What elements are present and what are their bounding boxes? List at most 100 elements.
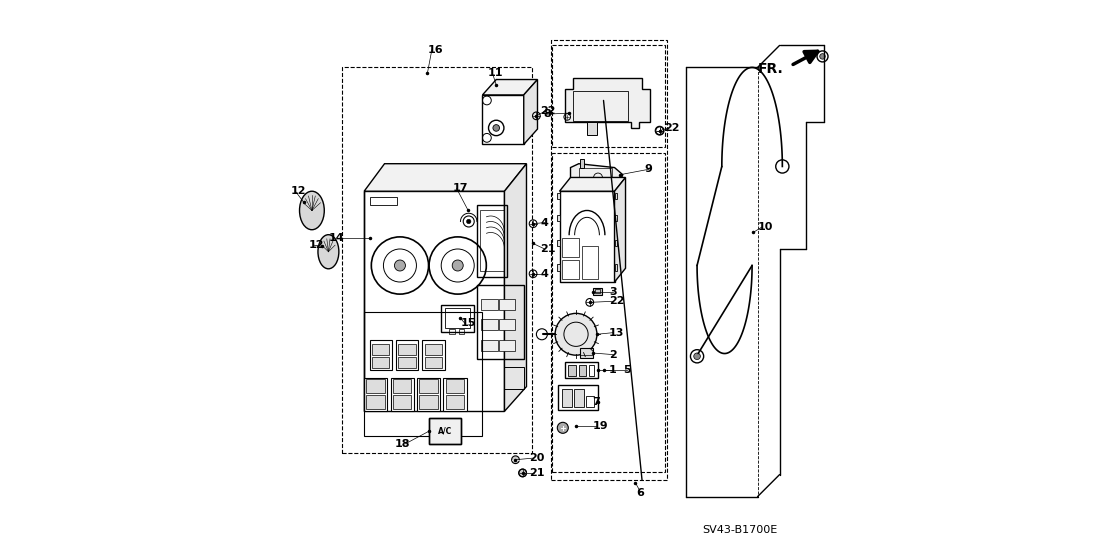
Bar	[481, 299, 497, 310]
Bar	[424, 357, 442, 368]
Bar	[499, 320, 515, 331]
Circle shape	[493, 124, 500, 131]
Text: 17: 17	[452, 184, 468, 194]
Bar	[595, 289, 601, 293]
Text: 16: 16	[428, 45, 443, 55]
Polygon shape	[560, 178, 626, 191]
Circle shape	[694, 353, 700, 359]
Bar	[476, 285, 524, 359]
Polygon shape	[365, 164, 526, 191]
Bar	[417, 378, 440, 411]
Text: 9: 9	[645, 164, 653, 174]
Bar	[459, 329, 464, 334]
Bar	[553, 45, 665, 147]
Bar	[429, 418, 461, 444]
Bar	[422, 340, 444, 370]
Bar	[581, 159, 584, 168]
Text: 7: 7	[593, 397, 601, 407]
Text: 22: 22	[609, 296, 625, 306]
Bar	[593, 288, 603, 295]
Circle shape	[555, 314, 597, 355]
Bar	[445, 379, 464, 393]
FancyArrowPatch shape	[793, 51, 818, 65]
Ellipse shape	[318, 234, 339, 269]
Bar	[480, 211, 504, 271]
Bar	[582, 246, 598, 279]
Text: 6: 6	[636, 488, 645, 498]
Text: 5: 5	[623, 365, 630, 375]
Bar	[568, 364, 576, 375]
Text: 22: 22	[541, 106, 556, 117]
Bar	[419, 395, 438, 409]
Bar	[392, 379, 411, 393]
Bar	[481, 340, 497, 351]
Bar	[578, 364, 586, 375]
Text: 18: 18	[394, 439, 410, 449]
Bar	[565, 362, 598, 378]
Text: 2: 2	[609, 349, 617, 359]
Text: 21: 21	[541, 244, 556, 254]
Bar	[365, 378, 388, 411]
Bar	[588, 364, 594, 375]
Ellipse shape	[299, 191, 325, 229]
Bar	[562, 260, 578, 279]
Bar	[556, 193, 560, 200]
Bar	[578, 168, 612, 181]
Bar	[560, 191, 615, 282]
Polygon shape	[482, 95, 524, 144]
Circle shape	[512, 456, 520, 463]
Circle shape	[519, 469, 526, 477]
Bar	[615, 215, 617, 222]
Bar	[499, 340, 515, 351]
Text: 1: 1	[609, 365, 617, 375]
Circle shape	[394, 260, 406, 271]
Text: 12: 12	[291, 186, 307, 196]
Text: 10: 10	[758, 222, 773, 232]
Bar	[365, 312, 482, 436]
Text: 20: 20	[530, 453, 545, 463]
Polygon shape	[365, 191, 504, 411]
Polygon shape	[504, 164, 526, 411]
Bar	[574, 389, 584, 407]
Bar	[573, 91, 628, 121]
Bar	[562, 238, 578, 257]
Bar	[445, 309, 471, 328]
Circle shape	[466, 220, 471, 223]
Bar	[396, 340, 418, 370]
Bar	[615, 239, 617, 246]
Bar	[556, 264, 560, 271]
Text: FR.: FR.	[758, 61, 784, 76]
Bar	[562, 389, 572, 407]
Bar	[391, 378, 413, 411]
Text: 13: 13	[609, 327, 625, 338]
Bar	[499, 299, 515, 310]
Circle shape	[557, 422, 568, 434]
Text: 14: 14	[328, 233, 343, 243]
Text: 3: 3	[609, 287, 617, 297]
Text: 11: 11	[488, 68, 503, 78]
Bar	[367, 379, 386, 393]
Bar	[441, 305, 474, 331]
Text: 8: 8	[544, 109, 552, 119]
Text: 19: 19	[593, 421, 608, 431]
Polygon shape	[482, 80, 537, 95]
Polygon shape	[565, 79, 650, 128]
Text: 4: 4	[541, 269, 548, 279]
Bar	[553, 153, 665, 472]
Bar	[556, 215, 560, 222]
Text: 21: 21	[530, 468, 545, 478]
Bar	[476, 205, 507, 276]
Bar	[398, 357, 416, 368]
Bar	[372, 357, 390, 368]
Text: 4: 4	[541, 217, 548, 228]
Bar	[615, 264, 617, 271]
Bar	[481, 320, 497, 331]
Bar	[450, 329, 455, 334]
Text: 22: 22	[664, 123, 679, 133]
Bar	[556, 239, 560, 246]
Bar	[398, 343, 416, 354]
Text: 12: 12	[309, 240, 325, 250]
Polygon shape	[571, 164, 623, 184]
Bar	[372, 343, 390, 354]
Bar	[429, 418, 461, 444]
